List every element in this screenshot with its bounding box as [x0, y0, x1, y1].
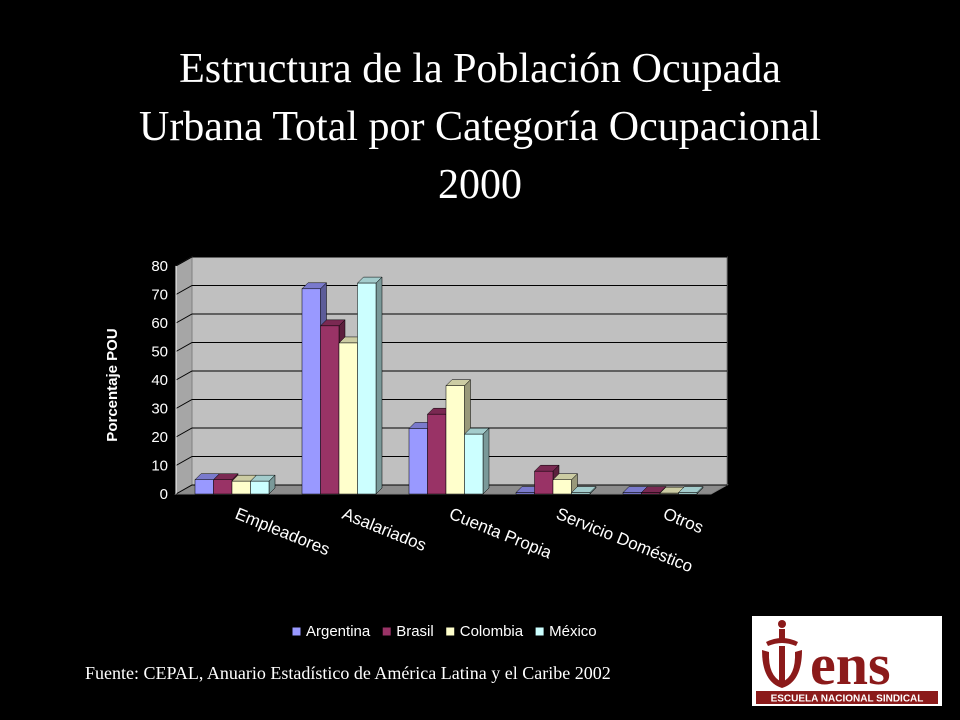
bar	[659, 486, 686, 495]
y-tick-label: 70	[151, 287, 168, 304]
y-tick-label: 80	[151, 258, 168, 275]
bar	[463, 427, 490, 495]
legend-label: México	[549, 623, 597, 640]
legend-swatch	[381, 626, 392, 637]
gridline	[175, 370, 727, 381]
bar-face	[250, 480, 270, 495]
y-tick-label: 10	[151, 458, 168, 475]
bar-face	[338, 342, 358, 495]
bar-face	[552, 479, 572, 495]
y-tick-label: 60	[151, 315, 168, 332]
bar-face	[408, 428, 428, 495]
slide-title: Estructura de la Población Ocupada Urban…	[60, 40, 900, 214]
bar-face	[301, 288, 321, 495]
legend-label: Argentina	[306, 623, 371, 640]
bar	[570, 485, 597, 495]
title-line-1: Estructura de la Población Ocupada	[179, 46, 781, 92]
bar-face	[482, 427, 490, 495]
y-tick-label: 0	[160, 486, 168, 503]
legend-swatch	[534, 626, 545, 637]
bar-face	[571, 492, 591, 495]
y-tick-label: 40	[151, 372, 168, 389]
gridline	[175, 256, 727, 267]
bar	[356, 276, 383, 495]
y-axis-label: Porcentaje POU	[104, 328, 121, 441]
gridline	[175, 456, 727, 466]
x-tick-label: Empleadores	[233, 504, 333, 559]
bar-face	[375, 276, 383, 495]
bar-face	[641, 492, 661, 495]
ens-logo-icon: ens ESCUELA NACIONAL SINDICAL	[756, 620, 938, 705]
y-tick-label: 20	[151, 429, 168, 446]
bar-face	[464, 433, 484, 495]
ens-logo: ens ESCUELA NACIONAL SINDICAL	[752, 616, 942, 706]
bar-face	[659, 492, 679, 495]
legend-label: Brasil	[396, 623, 434, 640]
bar	[677, 485, 704, 495]
bar-face	[534, 470, 554, 495]
gridline	[175, 285, 727, 295]
bar-face	[320, 325, 340, 495]
logo-subtitle: ESCUELA NACIONAL SINDICAL	[771, 694, 924, 705]
bar-face	[515, 492, 535, 495]
title-line-3: 2000	[438, 162, 522, 208]
bar-chart: 0 10 20 30 40 50 60 70 80 Porcentaje POU Empleador…	[104, 256, 729, 640]
y-tick-label: 50	[151, 344, 168, 361]
bar-face	[213, 479, 233, 495]
legend-label: Colombia	[460, 623, 524, 640]
bar-face	[231, 480, 251, 495]
bar-face	[622, 492, 642, 495]
x-tick-label: Cuenta Propia	[447, 504, 555, 563]
y-tick-label: 30	[151, 401, 168, 418]
bar-face	[427, 413, 447, 495]
bar-face	[678, 492, 698, 495]
legend-swatch	[445, 626, 456, 637]
gridline	[175, 313, 727, 324]
legend-swatch	[291, 626, 302, 637]
bar	[249, 474, 276, 495]
gridline	[175, 342, 727, 352]
gridline	[175, 399, 727, 409]
x-tick-label: Asalariados	[340, 504, 429, 555]
bar-face	[445, 385, 465, 495]
title-line-2: Urbana Total por Categoría Ocupacional	[138, 104, 822, 150]
x-tick-label: Otros	[661, 504, 707, 537]
bar-face	[357, 282, 377, 495]
gridline	[175, 427, 727, 438]
bar-face	[194, 479, 214, 495]
source-note: Fuente: CEPAL, Anuario Estadístico de Am…	[85, 663, 611, 683]
logo-text: ens	[810, 632, 891, 697]
